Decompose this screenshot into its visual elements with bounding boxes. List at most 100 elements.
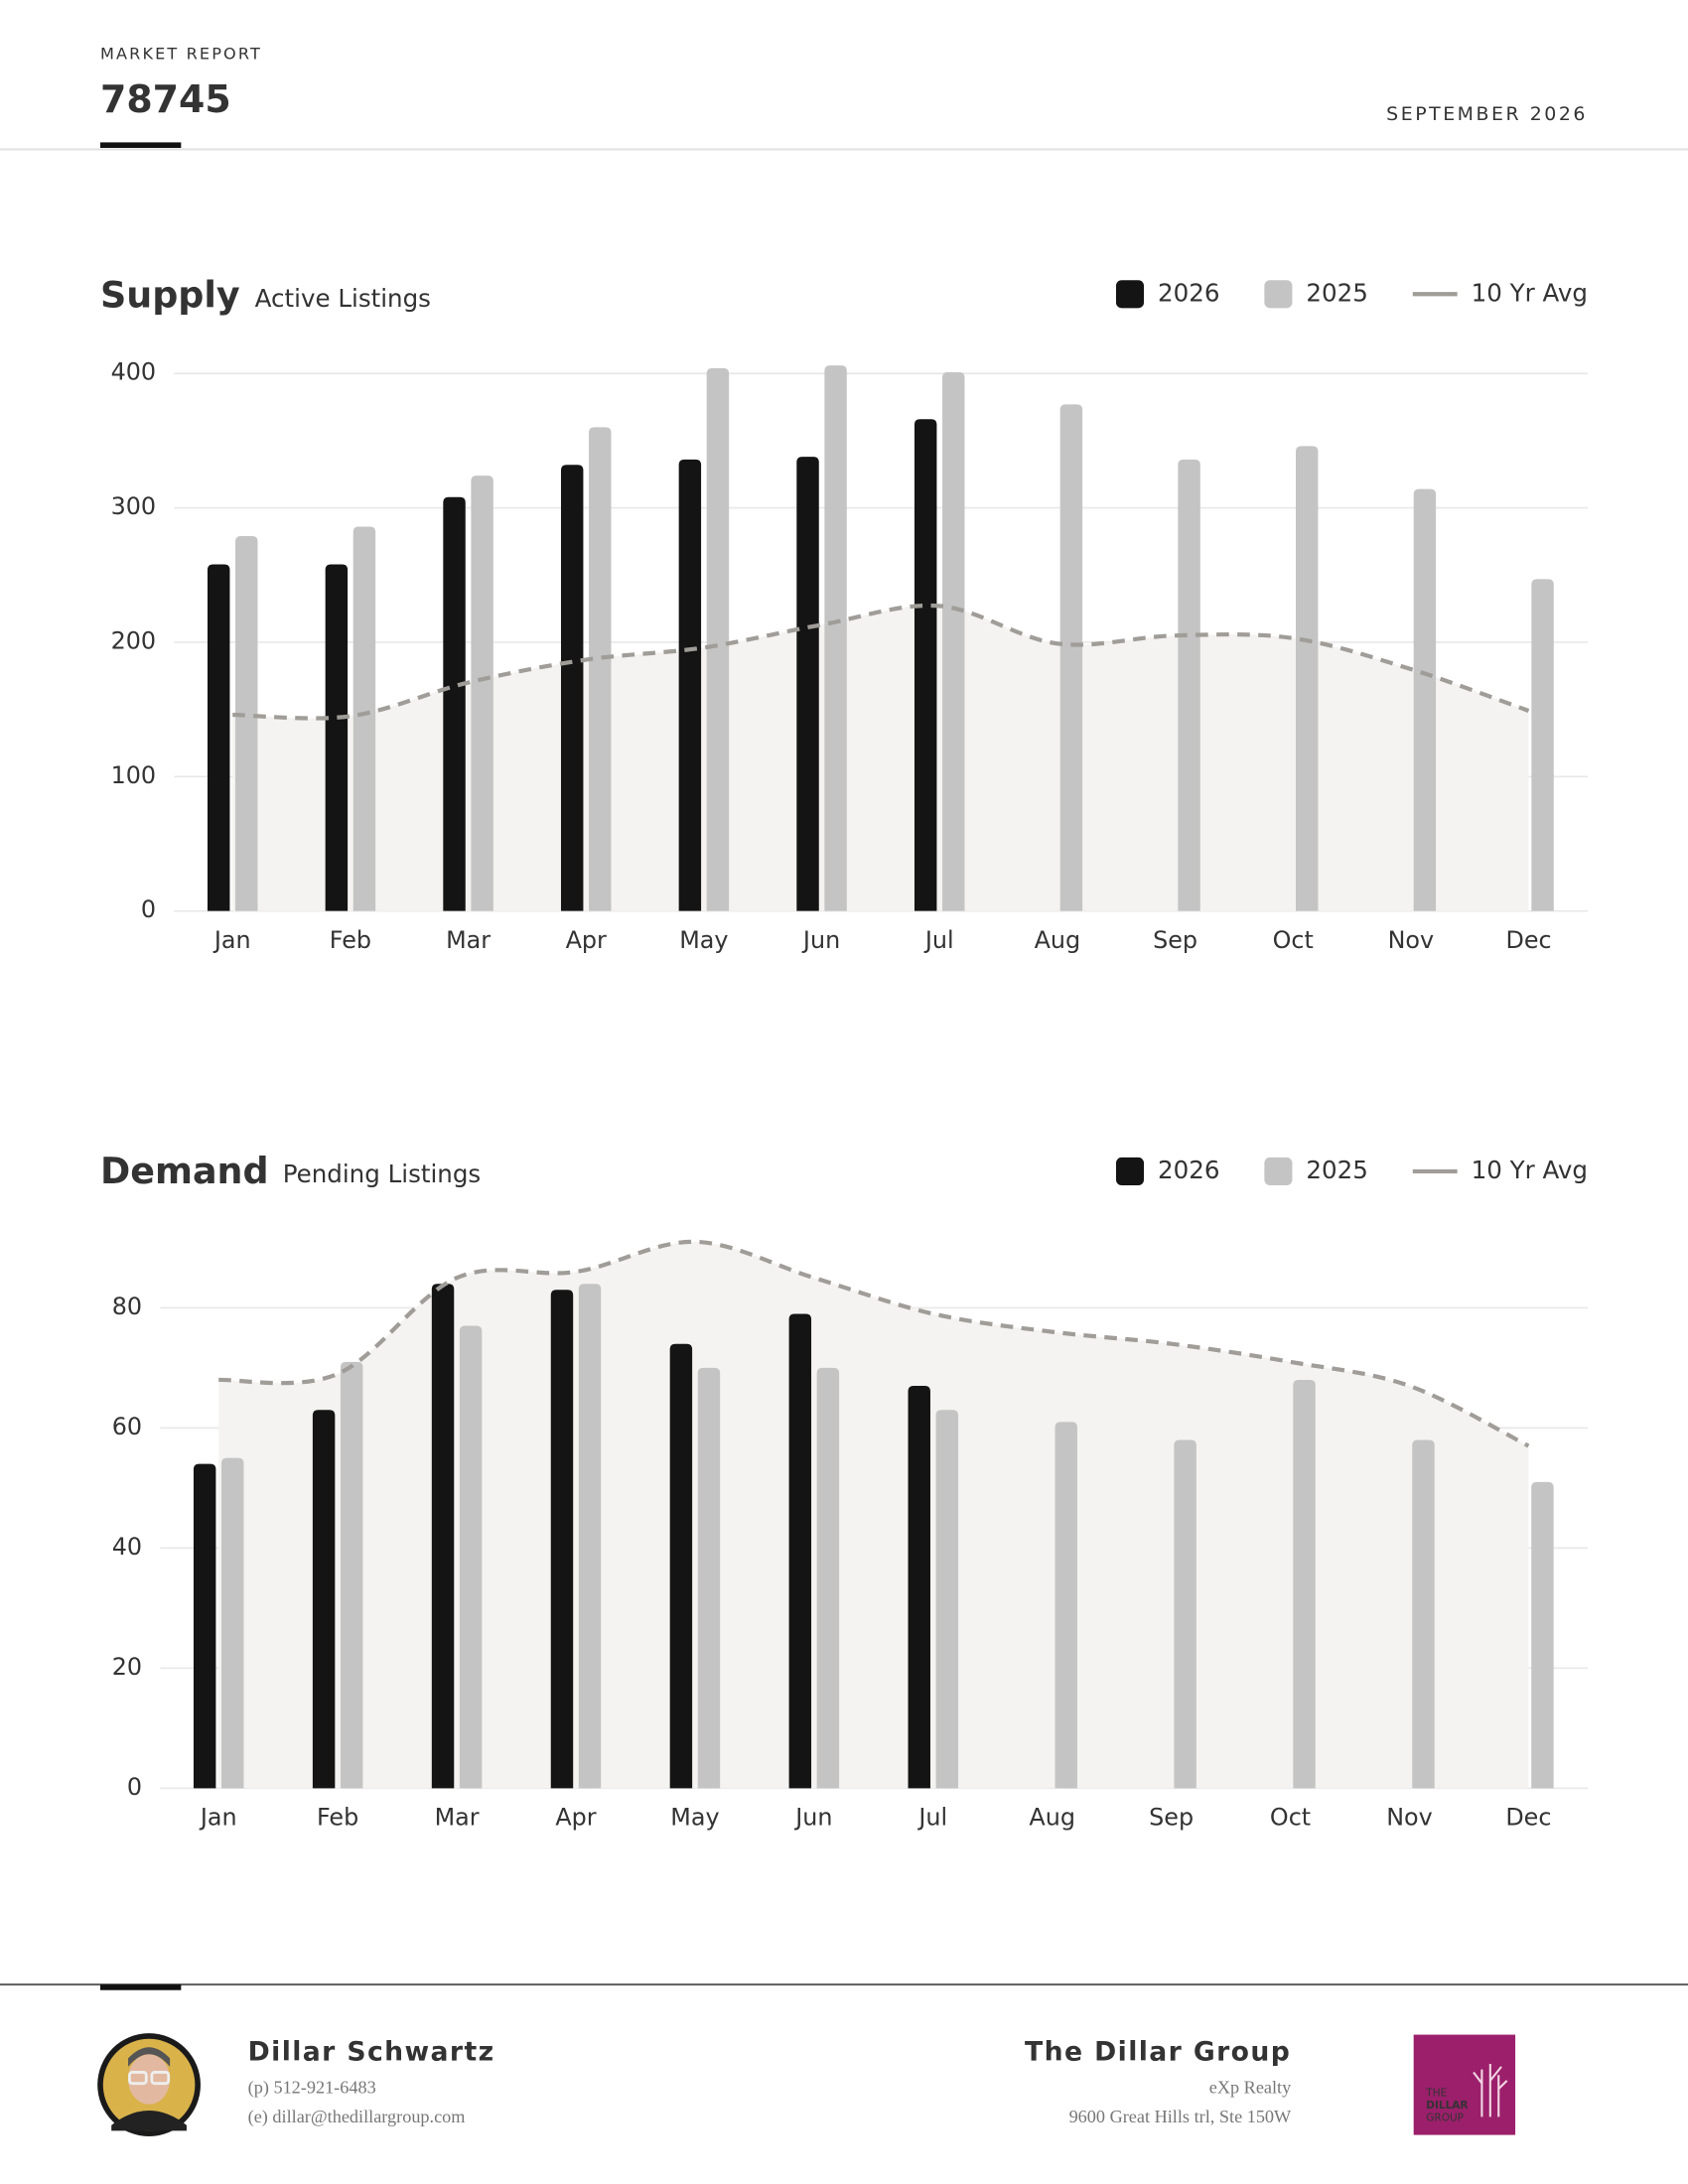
- bar: [697, 1367, 721, 1789]
- chart-title: Supply: [100, 274, 240, 317]
- bar: [1059, 404, 1083, 911]
- x-tick-label: Dec: [1505, 1804, 1551, 1832]
- x-tick-label: Jun: [801, 926, 840, 954]
- bar: [1055, 1422, 1077, 1789]
- bar: [1293, 1379, 1316, 1789]
- company-name: The Dillar Group: [1025, 2036, 1291, 2067]
- y-tick-label: 400: [111, 358, 156, 386]
- legend-label: 2025: [1306, 1156, 1367, 1184]
- bar: [706, 367, 730, 911]
- x-tick-label: Apr: [555, 1804, 596, 1832]
- logo-text: DILLAR: [1426, 2100, 1468, 2112]
- bar: [193, 1463, 216, 1789]
- x-tick-label: Mar: [446, 926, 491, 954]
- x-tick-label: Jan: [212, 926, 251, 954]
- report-label: MARKET REPORT: [100, 45, 262, 64]
- logo-text: GROUP: [1426, 2113, 1464, 2124]
- bar: [678, 459, 702, 911]
- bar: [431, 1284, 455, 1789]
- bar: [669, 1343, 693, 1789]
- x-tick-label: Aug: [1029, 1804, 1075, 1832]
- bar: [235, 536, 258, 911]
- x-tick-label: Dec: [1505, 926, 1551, 954]
- bar: [312, 1410, 336, 1789]
- bar: [221, 1457, 244, 1789]
- x-tick-label: Jul: [916, 1804, 947, 1832]
- x-tick-label: Sep: [1149, 1804, 1194, 1832]
- agent-email: (e) dillar@thedillargroup.com: [248, 2107, 466, 2127]
- x-tick-label: Feb: [317, 1804, 358, 1832]
- footer-accent: [99, 1984, 182, 1990]
- legend-label: 10 Yr Avg: [1472, 1156, 1588, 1184]
- company-address: 9600 Great Hills trl, Ste 150W: [1069, 2107, 1292, 2126]
- bar: [935, 1410, 959, 1789]
- legend-swatch: [1115, 280, 1145, 309]
- legend-label: 2026: [1158, 278, 1219, 307]
- legend-label: 2025: [1306, 278, 1367, 307]
- zip-code: 78745: [100, 77, 231, 121]
- logo-text: THE: [1425, 2087, 1447, 2099]
- bar: [908, 1386, 930, 1789]
- y-tick-label: 200: [111, 626, 156, 654]
- legend-swatch: [1264, 1157, 1293, 1185]
- x-tick-label: Jan: [199, 1804, 237, 1832]
- bar: [325, 564, 349, 911]
- x-tick-label: Nov: [1388, 926, 1435, 954]
- y-tick-label: 20: [112, 1653, 142, 1681]
- legend-label: 2026: [1158, 1156, 1219, 1184]
- bar: [207, 564, 230, 911]
- x-tick-label: Oct: [1270, 1804, 1311, 1832]
- y-tick-label: 40: [112, 1533, 142, 1561]
- bar: [824, 365, 847, 911]
- x-tick-label: Jul: [923, 926, 954, 954]
- chart-subtitle: Pending Listings: [283, 1160, 481, 1188]
- x-tick-label: Sep: [1153, 926, 1197, 954]
- company-logo: THE DILLAR GROUP: [1413, 2034, 1516, 2135]
- x-tick-label: Apr: [566, 926, 607, 954]
- y-tick-label: 100: [111, 761, 156, 789]
- agent-phone: (p) 512-921-6483: [248, 2077, 376, 2098]
- bar: [1412, 1439, 1435, 1789]
- bar: [560, 465, 584, 911]
- line-area: [232, 605, 1529, 911]
- agent-name: Dillar Schwartz: [248, 2036, 495, 2067]
- avg-line: [232, 603, 1530, 721]
- chart-title: Demand: [100, 1150, 269, 1192]
- y-tick-label: 60: [112, 1413, 142, 1440]
- bar: [471, 476, 493, 911]
- y-tick-label: 300: [111, 492, 156, 520]
- y-tick-label: 0: [127, 1773, 142, 1801]
- legend-swatch: [1264, 280, 1293, 309]
- y-tick-label: 80: [112, 1293, 142, 1320]
- x-tick-label: May: [679, 926, 728, 954]
- x-tick-label: Nov: [1386, 1804, 1433, 1832]
- bar: [1531, 1481, 1554, 1789]
- bar: [796, 457, 819, 911]
- y-tick-label: 0: [141, 895, 156, 923]
- bar: [1178, 459, 1200, 911]
- bar: [1296, 446, 1319, 911]
- report-date: SEPTEMBER 2026: [1386, 103, 1588, 125]
- bar: [550, 1290, 574, 1789]
- bar: [443, 496, 466, 911]
- brokerage: eXp Realty: [1209, 2077, 1292, 2097]
- x-tick-label: Aug: [1035, 926, 1081, 954]
- bar: [1413, 488, 1437, 911]
- title-underline: [99, 142, 182, 149]
- legend-swatch: [1115, 1157, 1145, 1185]
- avatar: [97, 2033, 201, 2136]
- bar: [788, 1313, 812, 1789]
- bar: [1174, 1439, 1196, 1789]
- bar: [578, 1284, 602, 1789]
- bar: [589, 427, 612, 911]
- bar: [1531, 579, 1554, 911]
- x-tick-label: Feb: [330, 926, 371, 954]
- legend-label: 10 Yr Avg: [1472, 278, 1588, 307]
- bar: [942, 371, 965, 911]
- bar: [352, 526, 376, 911]
- chart-subtitle: Active Listings: [255, 284, 431, 313]
- bar: [816, 1367, 840, 1789]
- bar: [914, 419, 937, 911]
